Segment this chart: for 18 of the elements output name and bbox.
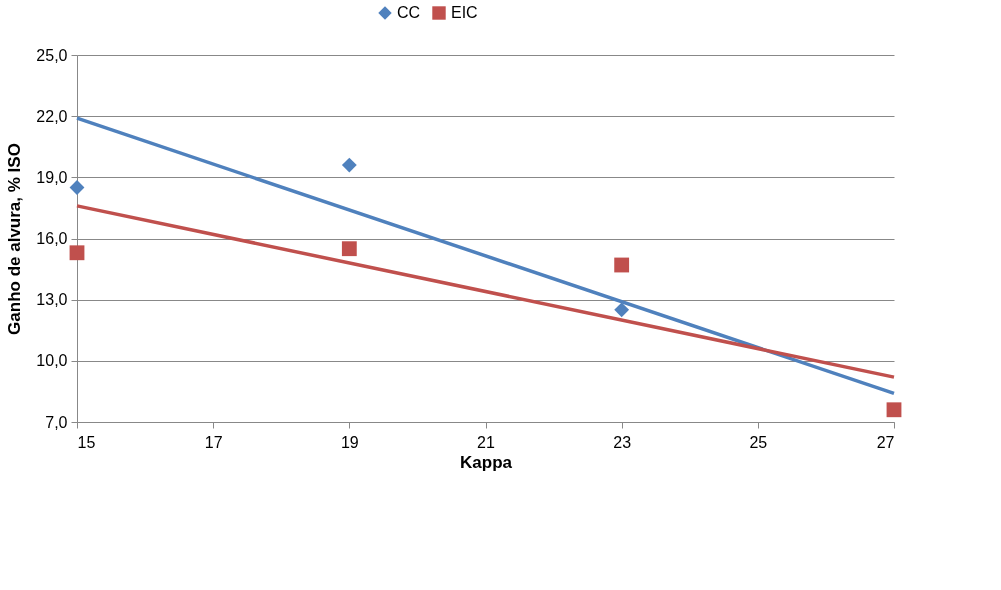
y-tick-label: 10,0 [36,352,68,370]
y-tick-label: 13,0 [36,291,68,309]
y-tick-label: 22,0 [36,107,68,125]
x-tick-label: 27 [876,433,895,451]
y-tick-label: 25,0 [36,46,68,64]
x-tick-label: 15 [77,433,96,451]
x-tick-label: 21 [477,433,495,451]
y-tick-label: 16,0 [36,230,68,247]
y-tick-label: 7,0 [45,413,68,431]
x-tick-label: 25 [749,433,768,451]
x-axis-title: Kappa [460,452,513,472]
x-tick-label: 19 [340,433,359,451]
y-tick-label: 19,0 [36,168,68,186]
legend-label: CC [397,4,421,21]
legend-label: EIC [451,4,478,21]
x-tick-label: 23 [613,433,632,451]
x-tick-label: 17 [204,433,223,451]
y-axis-title: Ganho de alvura, % ISO [5,143,25,335]
